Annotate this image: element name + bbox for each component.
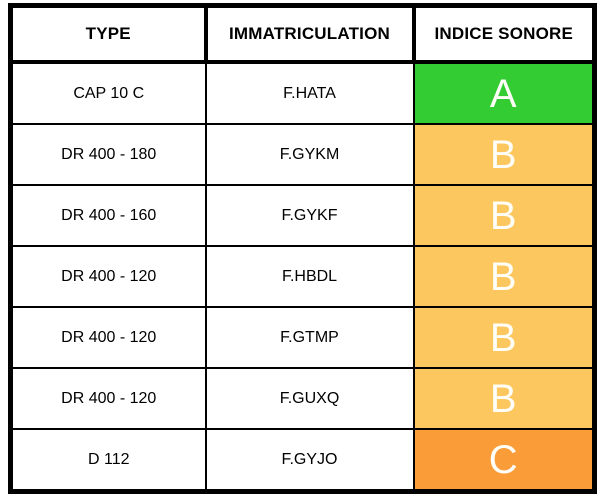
table-row: DR 400 - 120 F.GTMP B	[9, 306, 596, 369]
table-row: DR 400 - 120 F.HBDL B	[9, 245, 596, 308]
aircraft-type-cell: DR 400 - 120	[9, 245, 207, 308]
registration-cell: F.GYKM	[204, 123, 415, 186]
header-row: TYPE IMMATRICULATION INDICE SONORE	[8, 3, 597, 64]
table-row: CAP 10 C F.HATA A	[9, 61, 596, 125]
aircraft-type-cell: DR 400 - 120	[9, 367, 207, 430]
table-row: DR 400 - 160 F.GYKF B	[9, 184, 596, 247]
registration-cell: F.HATA	[204, 61, 415, 125]
noise-index-cell: A	[412, 61, 596, 125]
table-row: DR 400 - 120 F.GUXQ B	[9, 367, 596, 430]
registration-cell: F.GTMP	[204, 306, 415, 369]
noise-index-cell: B	[412, 245, 596, 308]
header-indice-sonore: INDICE SONORE	[411, 3, 597, 64]
noise-index-cell: B	[412, 306, 596, 369]
registration-cell: F.HBDL	[204, 245, 415, 308]
noise-index-cell: B	[412, 184, 596, 247]
table-row: DR 400 - 180 F.GYKM B	[9, 123, 596, 186]
registration-cell: F.GYKF	[204, 184, 415, 247]
table-row: D 112 F.GYJO C	[9, 428, 596, 493]
aircraft-type-cell: D 112	[9, 428, 207, 493]
aircraft-type-cell: DR 400 - 180	[9, 123, 207, 186]
registration-cell: F.GUXQ	[204, 367, 415, 430]
header-type: TYPE	[8, 3, 208, 64]
noise-index-cell: B	[412, 367, 596, 430]
registration-cell: F.GYJO	[204, 428, 415, 493]
header-immatriculation: IMMATRICULATION	[203, 3, 416, 64]
table-body: CAP 10 C F.HATA A DR 400 - 180 F.GYKM B …	[9, 61, 596, 493]
noise-index-cell: C	[412, 428, 596, 493]
noise-index-cell: B	[412, 123, 596, 186]
aircraft-type-cell: CAP 10 C	[9, 61, 207, 125]
aircraft-type-cell: DR 400 - 120	[9, 306, 207, 369]
aircraft-noise-table: TYPE IMMATRICULATION INDICE SONORE CAP 1…	[8, 3, 597, 494]
aircraft-type-cell: DR 400 - 160	[9, 184, 207, 247]
